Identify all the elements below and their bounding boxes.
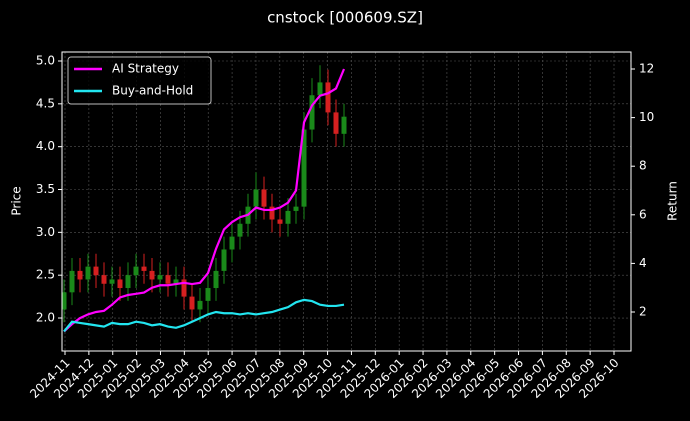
candle-body bbox=[197, 300, 203, 310]
candle-body bbox=[221, 249, 227, 271]
candle-body bbox=[277, 219, 283, 224]
candle-body bbox=[133, 266, 139, 276]
line-series bbox=[63, 68, 346, 333]
y2-tick-label: 10 bbox=[639, 110, 654, 124]
y-axis-label: Price bbox=[10, 186, 24, 215]
candle-body bbox=[109, 279, 115, 284]
candle-body bbox=[101, 275, 107, 284]
candle-body bbox=[229, 236, 235, 250]
y-tick-label: 2.0 bbox=[36, 311, 55, 325]
candle-body bbox=[93, 266, 99, 276]
y-tick-label: 3.0 bbox=[36, 225, 55, 239]
candle-body bbox=[317, 82, 323, 96]
legend-label: AI Strategy bbox=[112, 62, 179, 76]
y-tick-label: 3.5 bbox=[36, 182, 55, 196]
y-tick-label: 5.0 bbox=[36, 53, 55, 67]
candle-body bbox=[333, 112, 339, 134]
legend: AI Strategy Buy-and-Hold bbox=[67, 56, 212, 105]
y2-tick-label: 2 bbox=[639, 305, 647, 319]
candle-body bbox=[213, 270, 219, 289]
y-tick-label: 4.0 bbox=[36, 139, 55, 153]
candle-body bbox=[141, 266, 147, 271]
y-tick-label: 4.5 bbox=[36, 96, 55, 110]
candle-body bbox=[301, 129, 307, 207]
candle-body bbox=[117, 279, 123, 289]
legend-box bbox=[67, 56, 212, 105]
chart-title: cnstock [000609.SZ] bbox=[267, 9, 423, 27]
candle-body bbox=[341, 116, 347, 134]
y-tick-label: 2.5 bbox=[36, 268, 55, 282]
candle-body bbox=[189, 296, 195, 310]
candle-body bbox=[69, 270, 75, 293]
candle-body bbox=[293, 206, 299, 211]
candle-body bbox=[149, 270, 155, 280]
candle-body bbox=[261, 189, 267, 207]
candle-body bbox=[309, 95, 315, 130]
y2-tick-label: 8 bbox=[639, 159, 647, 173]
candle-body bbox=[285, 210, 291, 224]
candle-body bbox=[253, 189, 259, 207]
candle-body bbox=[173, 279, 179, 284]
y2-tick-label: 6 bbox=[639, 207, 647, 221]
y2-tick-label: 4 bbox=[639, 256, 647, 270]
candle-body bbox=[157, 275, 163, 280]
candle-body bbox=[181, 279, 187, 297]
y2-axis-label: Return bbox=[666, 181, 680, 221]
candle-body bbox=[205, 288, 211, 301]
line-series bbox=[63, 298, 345, 333]
candle-body bbox=[77, 270, 83, 280]
plot-frame bbox=[61, 51, 632, 352]
candle-body bbox=[85, 266, 91, 280]
candle-body bbox=[325, 82, 331, 113]
candle-body bbox=[269, 206, 275, 220]
candle-body bbox=[237, 223, 243, 237]
candle-body bbox=[165, 275, 171, 284]
candle-body bbox=[61, 292, 67, 310]
y2-tick-label: 12 bbox=[639, 62, 654, 76]
candle-body bbox=[125, 275, 131, 289]
legend-label: Buy-and-Hold bbox=[112, 84, 193, 98]
